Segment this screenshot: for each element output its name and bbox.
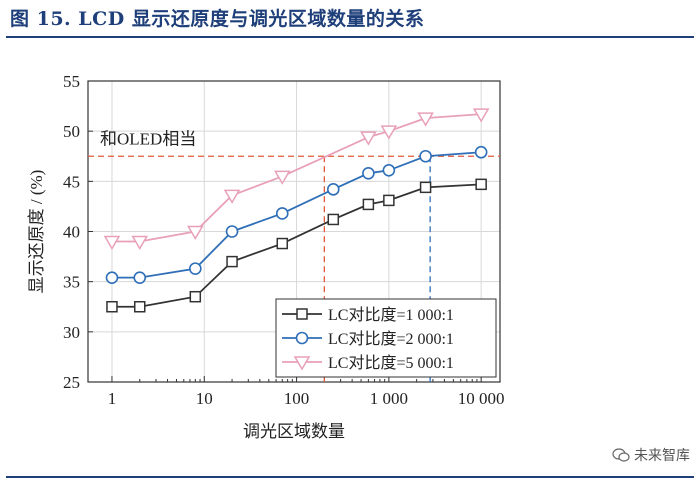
data-point-1 xyxy=(189,290,202,303)
data-point-3 xyxy=(103,235,121,251)
footer-rule xyxy=(6,476,694,478)
line-chart: 25 30 35 40 45 50 55 1 10 100 1 000 10 000 调光区域数量 显示还… xyxy=(27,72,505,440)
data-point-3 xyxy=(360,131,377,146)
data-point-1 xyxy=(106,301,118,313)
data-point-3 xyxy=(417,112,434,127)
wechat-icon xyxy=(612,448,630,462)
y-tick-label: 25 xyxy=(63,373,80,392)
x-tick-label: 10 xyxy=(196,389,213,408)
data-point-2 xyxy=(189,262,202,275)
legend-label: LC对比度=5 000:1 xyxy=(328,354,454,372)
legend-marker xyxy=(296,308,308,320)
data-point-2 xyxy=(362,167,375,180)
data-point-1 xyxy=(419,181,432,194)
y-tick-label: 50 xyxy=(63,122,80,141)
legend-marker xyxy=(295,331,309,345)
legend-label: LC对比度=2 000:1 xyxy=(328,330,454,348)
y-tick-label: 35 xyxy=(63,273,80,292)
figure-title: 图 15. LCD 显示还原度与调光区域数量的关系 xyxy=(10,8,425,30)
data-point-2 xyxy=(275,207,289,220)
data-point-1 xyxy=(475,178,487,191)
data-point-1 xyxy=(133,301,146,313)
legend-label: LC对比度=1 000:1 xyxy=(328,306,454,324)
data-point-1 xyxy=(362,198,375,211)
reference-label: 和OLED相当 xyxy=(100,129,196,148)
y-tick-label: 30 xyxy=(63,323,80,342)
legend-marker xyxy=(293,356,311,371)
data-point-3 xyxy=(472,108,490,123)
data-point-3 xyxy=(273,170,291,185)
data-point-3 xyxy=(223,189,241,204)
data-point-2 xyxy=(326,183,340,196)
x-tick-label: 10 000 xyxy=(458,389,505,408)
data-point-1 xyxy=(327,213,340,226)
data-point-2 xyxy=(225,225,239,238)
x-tick-label: 1 xyxy=(108,389,117,408)
data-point-2 xyxy=(382,163,396,177)
watermark-text: 未来智库 xyxy=(634,448,690,464)
title-rule xyxy=(6,36,694,38)
y-tick-label: 45 xyxy=(63,172,80,191)
data-point-3 xyxy=(131,235,149,251)
data-point-2 xyxy=(133,271,147,284)
series-line-1 xyxy=(111,183,482,308)
y-tick-label: 40 xyxy=(63,223,80,242)
data-point-2 xyxy=(105,271,119,284)
data-point-3 xyxy=(380,125,398,140)
watermark: 未来智库 xyxy=(612,445,690,465)
x-tick-label: 1 000 xyxy=(370,389,408,408)
data-point-1 xyxy=(383,194,395,207)
series-line-2 xyxy=(111,151,482,279)
data-point-2 xyxy=(474,145,488,159)
y-axis-label: 显示还原度 / (%) xyxy=(27,170,46,294)
data-point-1 xyxy=(226,255,238,268)
data-point-1 xyxy=(276,237,289,250)
x-axis-label: 调光区域数量 xyxy=(243,422,345,440)
data-point-2 xyxy=(419,149,432,163)
data-point-3 xyxy=(187,225,204,240)
y-tick-label: 55 xyxy=(63,72,80,91)
x-tick-label: 100 xyxy=(284,389,310,408)
